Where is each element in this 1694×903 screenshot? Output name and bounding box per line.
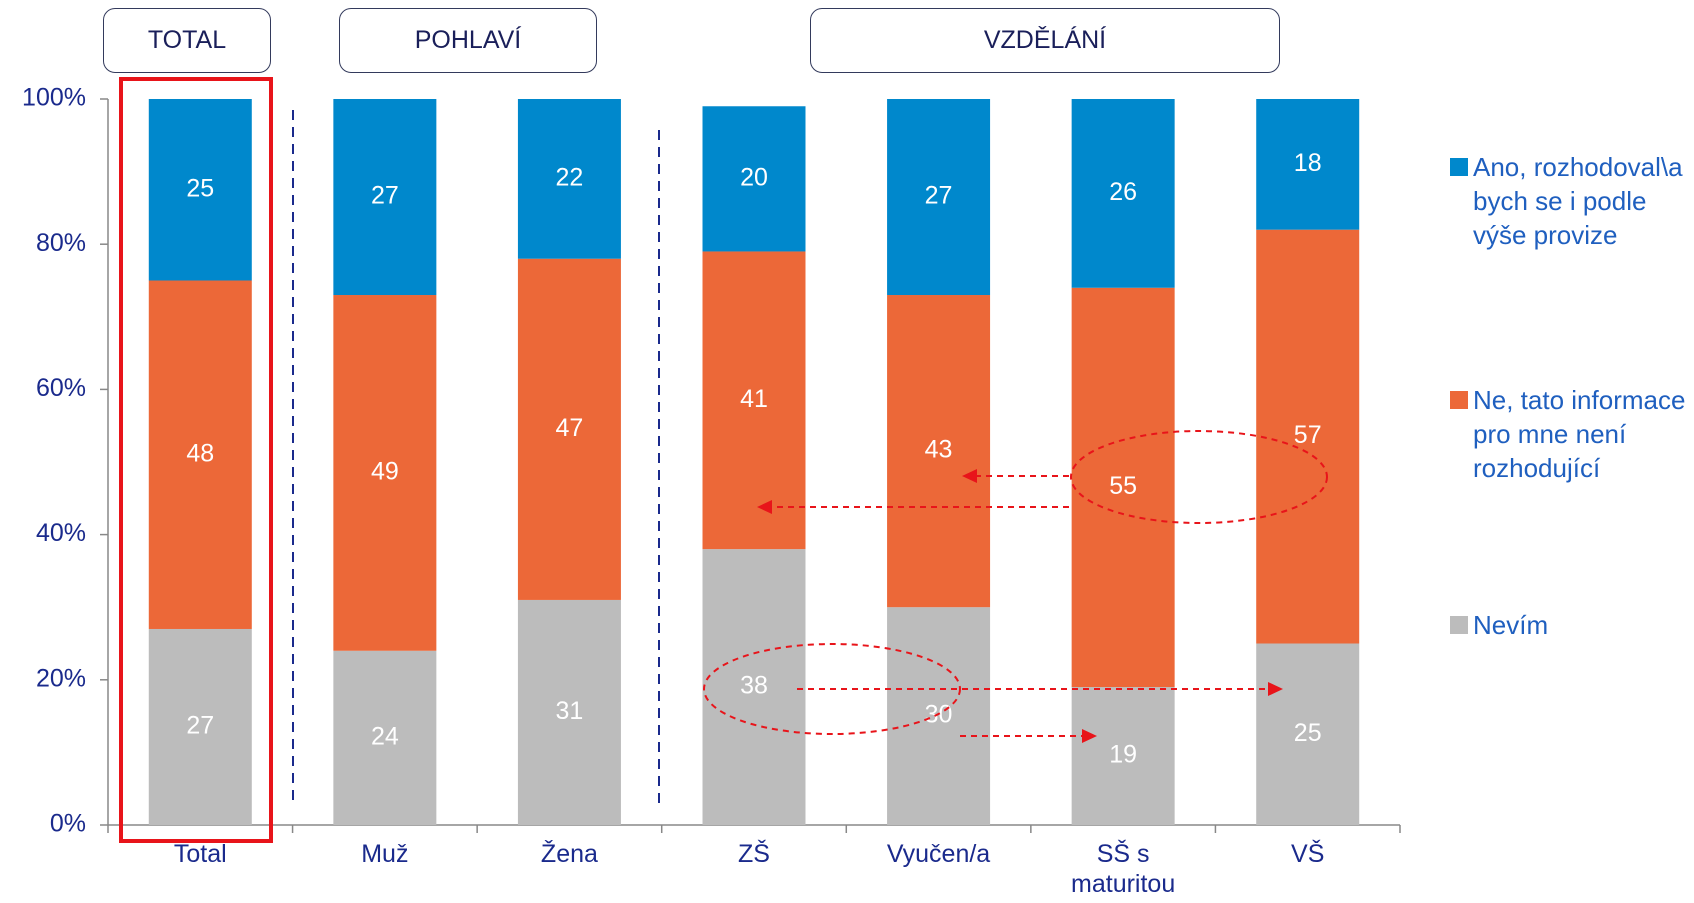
data-label: 26 [1109,178,1137,206]
data-label: 47 [556,414,584,442]
legend-item: Nevím [1450,608,1690,642]
group-header: TOTAL [103,8,271,73]
y-tick-label: 80% [36,229,86,257]
data-label: 27 [925,182,953,210]
chart: 0% 20% 40% 60% 80% 100% 27 48 25 24 49 27 31 47 22 38 41… [0,0,1694,903]
y-tick-label: 0% [50,810,86,838]
x-tick-label: Žena [489,839,649,869]
data-label: 55 [1109,472,1137,500]
y-tick-label: 60% [36,374,86,402]
page: 0% 20% 40% 60% 80% 100% 27 48 25 24 49 27 31 47 22 38 41… [0,0,1694,903]
data-label: 57 [1294,421,1322,449]
y-tick-label: 20% [36,664,86,692]
legend-label: Ano, rozhodoval\a bych se i podle výše p… [1473,150,1688,252]
data-label: 19 [1109,741,1137,769]
group-header: POHLAVÍ [339,8,597,73]
data-label: 24 [371,722,399,750]
x-tick-label: SŠ s maturitou [1043,839,1203,899]
legend-item: Ano, rozhodoval\a bych se i podle výše p… [1450,150,1690,252]
y-tick-label: 100% [22,84,86,112]
y-tick-label: 40% [36,519,86,547]
data-label: 48 [186,439,214,467]
group-header: VZDĚLÁNÍ [810,8,1280,73]
legend-swatch [1450,616,1468,634]
data-label: 25 [1294,719,1322,747]
x-tick-label: Total [120,839,280,869]
legend-swatch [1450,158,1468,176]
x-tick-label: Vyučen/a [859,839,1019,869]
data-label: 41 [740,385,768,413]
data-label: 43 [925,436,953,464]
x-tick-label: Muž [305,839,465,869]
legend-item: Ne, tato informace pro mne není rozhoduj… [1450,383,1690,485]
data-label: 38 [740,672,768,700]
data-label: 31 [556,697,584,725]
data-label: 27 [371,182,399,210]
legend-label: Nevím [1473,608,1688,642]
x-tick-label: ZŠ [674,839,834,869]
legend-swatch [1450,391,1468,409]
data-label: 27 [186,712,214,740]
data-label: 18 [1294,149,1322,177]
data-label: 22 [556,163,584,191]
data-label: 25 [186,174,214,202]
data-label: 20 [740,163,768,191]
data-label: 49 [371,457,399,485]
legend-label: Ne, tato informace pro mne není rozhoduj… [1473,383,1688,485]
x-tick-label: VŠ [1228,839,1388,869]
